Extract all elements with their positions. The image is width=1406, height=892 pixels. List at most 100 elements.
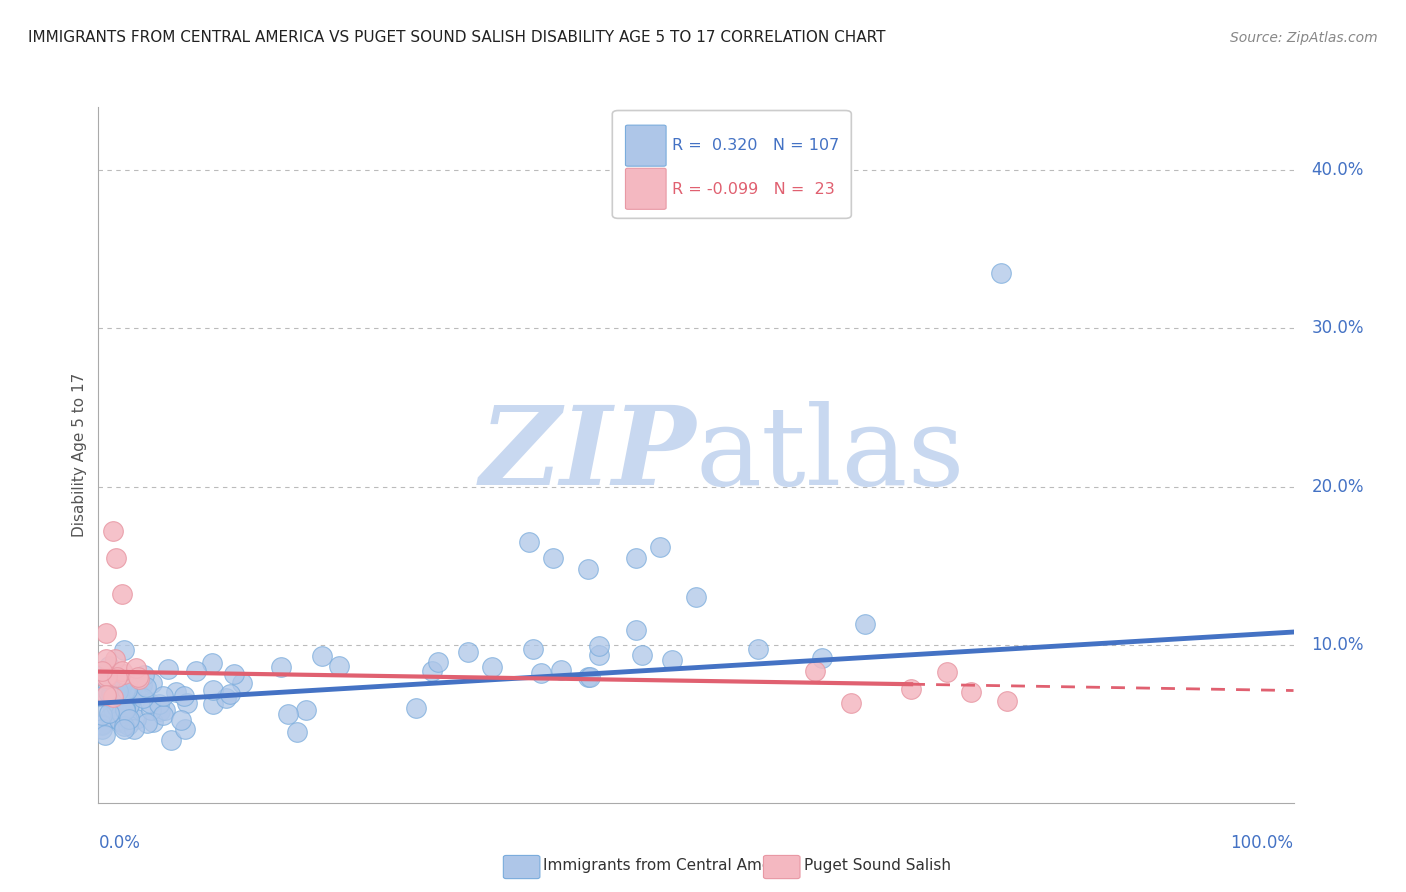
Point bbox=[115, 693, 138, 707]
Point bbox=[578, 562, 600, 576]
Point bbox=[111, 587, 134, 601]
Point bbox=[990, 266, 1012, 280]
Point bbox=[427, 655, 450, 669]
Point bbox=[127, 670, 149, 684]
Point bbox=[624, 623, 647, 637]
Point bbox=[457, 645, 479, 659]
Point bbox=[98, 659, 121, 673]
Point bbox=[103, 701, 125, 715]
Point bbox=[152, 707, 174, 722]
Point bbox=[661, 652, 683, 666]
Point bbox=[115, 704, 138, 718]
Point bbox=[114, 701, 136, 715]
Point bbox=[110, 706, 132, 720]
Point bbox=[215, 691, 238, 706]
Point bbox=[117, 712, 139, 726]
Point bbox=[128, 673, 150, 687]
Point bbox=[108, 677, 131, 691]
Point bbox=[117, 697, 139, 711]
Point bbox=[174, 722, 197, 736]
Point bbox=[100, 686, 122, 700]
FancyBboxPatch shape bbox=[626, 169, 666, 210]
Point bbox=[134, 668, 156, 682]
Point bbox=[141, 703, 163, 717]
Point bbox=[131, 678, 153, 692]
Point bbox=[648, 540, 672, 554]
Point bbox=[122, 722, 145, 736]
Point bbox=[995, 694, 1018, 708]
Point bbox=[529, 666, 551, 681]
Point bbox=[122, 677, 145, 691]
Point bbox=[936, 665, 959, 680]
Point bbox=[124, 686, 146, 700]
Point bbox=[98, 706, 121, 721]
Text: 100.0%: 100.0% bbox=[1230, 834, 1294, 852]
Point bbox=[960, 684, 983, 698]
Point bbox=[202, 682, 225, 697]
Point bbox=[104, 694, 127, 708]
Point bbox=[853, 617, 876, 632]
Point bbox=[900, 681, 922, 696]
Point bbox=[420, 664, 443, 678]
Point bbox=[114, 703, 136, 717]
Point bbox=[117, 717, 139, 731]
Point bbox=[120, 689, 142, 703]
Point bbox=[91, 707, 114, 722]
Point bbox=[110, 685, 132, 699]
Point bbox=[277, 706, 299, 721]
Point bbox=[107, 683, 129, 698]
Point bbox=[105, 550, 128, 565]
Text: R = -0.099   N =  23: R = -0.099 N = 23 bbox=[672, 182, 835, 196]
Point bbox=[104, 652, 127, 666]
Text: ZIP: ZIP bbox=[479, 401, 696, 508]
Text: 0.0%: 0.0% bbox=[98, 834, 141, 852]
Point bbox=[541, 550, 564, 565]
Point bbox=[91, 689, 114, 703]
Text: Puget Sound Salish: Puget Sound Salish bbox=[804, 858, 952, 872]
Point bbox=[110, 714, 132, 729]
Point bbox=[841, 696, 863, 710]
Point bbox=[97, 673, 120, 688]
Point bbox=[94, 728, 117, 742]
Point bbox=[522, 641, 544, 656]
Point bbox=[111, 664, 134, 678]
Point bbox=[101, 524, 124, 538]
Point bbox=[152, 689, 174, 703]
Point bbox=[295, 702, 318, 716]
Point bbox=[481, 660, 503, 674]
Point bbox=[105, 699, 128, 714]
Point bbox=[94, 626, 117, 640]
Point bbox=[231, 675, 253, 690]
Point bbox=[579, 670, 602, 684]
Point bbox=[121, 702, 143, 716]
Point bbox=[97, 685, 120, 699]
Point bbox=[135, 716, 157, 731]
Point bbox=[112, 642, 135, 657]
Point bbox=[165, 685, 187, 699]
FancyBboxPatch shape bbox=[613, 111, 852, 219]
Point bbox=[804, 664, 827, 678]
Point bbox=[685, 591, 707, 605]
Point bbox=[157, 662, 180, 676]
Text: Source: ZipAtlas.com: Source: ZipAtlas.com bbox=[1230, 30, 1378, 45]
Text: IMMIGRANTS FROM CENTRAL AMERICA VS PUGET SOUND SALISH DISABILITY AGE 5 TO 17 COR: IMMIGRANTS FROM CENTRAL AMERICA VS PUGET… bbox=[28, 29, 886, 45]
Point bbox=[91, 664, 114, 678]
Point bbox=[91, 717, 114, 731]
Text: 30.0%: 30.0% bbox=[1312, 319, 1364, 337]
Point bbox=[149, 704, 172, 718]
Point bbox=[115, 683, 138, 698]
Point bbox=[114, 702, 136, 716]
Point bbox=[747, 642, 769, 657]
Point bbox=[125, 712, 148, 726]
Point bbox=[118, 698, 141, 712]
Point bbox=[270, 660, 292, 674]
Point bbox=[125, 661, 148, 675]
Point bbox=[201, 657, 224, 671]
Point bbox=[91, 722, 114, 736]
Point bbox=[148, 698, 170, 712]
Point bbox=[311, 649, 333, 664]
Point bbox=[103, 676, 125, 690]
Point bbox=[222, 667, 245, 681]
Point bbox=[176, 696, 198, 710]
Point bbox=[142, 714, 165, 729]
